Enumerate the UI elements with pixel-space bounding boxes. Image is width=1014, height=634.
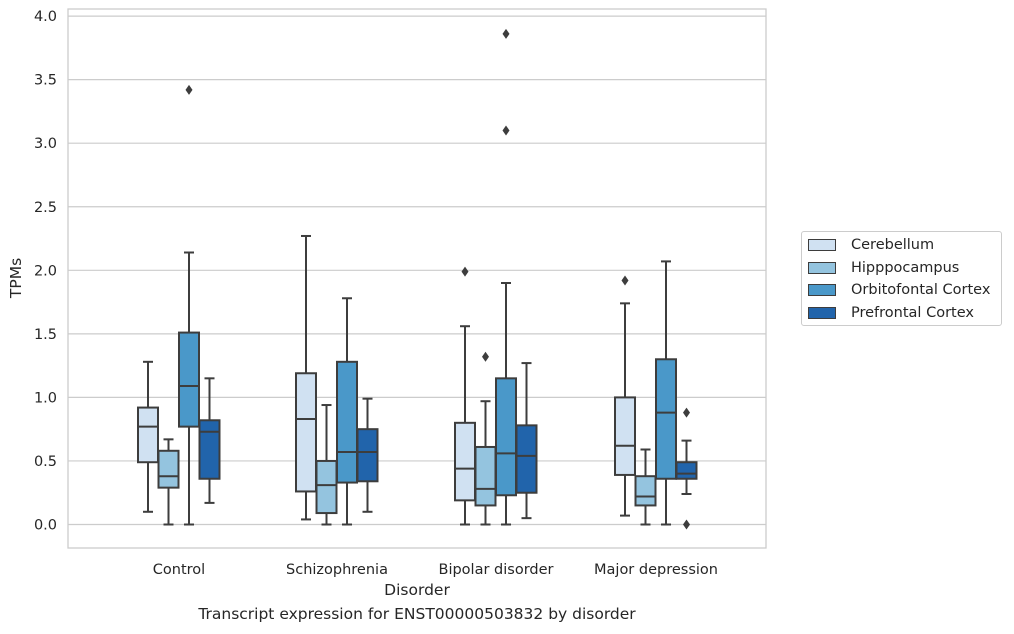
- x-axis-label: Disorder: [384, 581, 450, 599]
- box: [356, 428, 379, 483]
- legend-item-cerebellum: Cerebellum: [808, 235, 934, 255]
- outlier-point: [482, 351, 489, 362]
- box-group: [655, 260, 677, 526]
- box: [157, 449, 180, 489]
- box: [634, 475, 657, 507]
- y-tick-label: 1.0: [34, 390, 57, 406]
- legend-swatch-orbitofrontal: [808, 284, 836, 296]
- legend-item-orbitofrontal: Orbitofontal Cortex: [808, 280, 990, 300]
- legend-item-prefrontal: Prefrontal Cortex: [808, 303, 974, 323]
- box-group: [178, 84, 200, 526]
- box-group: [315, 404, 338, 526]
- y-tick-label: 2.5: [34, 200, 57, 216]
- legend-swatch-prefrontal: [808, 307, 836, 319]
- box-group: [634, 448, 657, 526]
- box-group: [198, 377, 221, 504]
- x-axis-ticks: Control Schizophrenia Bipolar disorder Majo…: [153, 562, 718, 578]
- legend-item-hippocampus: Hipppocampus: [808, 258, 959, 278]
- outlier-point: [461, 266, 469, 277]
- y-tick-label: 3.0: [34, 136, 57, 152]
- box-group: [137, 360, 159, 513]
- box: [295, 372, 317, 493]
- box: [495, 377, 517, 497]
- box-group: [474, 351, 497, 526]
- y-tick-label: 3.5: [34, 73, 57, 89]
- box: [515, 424, 538, 494]
- box: [655, 358, 677, 480]
- boxes: [137, 28, 698, 530]
- chart-caption: Transcript expression for ENST0000050383…: [198, 605, 636, 623]
- box-group: [295, 234, 317, 521]
- legend-label-cerebellum: Cerebellum: [851, 237, 935, 253]
- box: [474, 445, 497, 507]
- box: [178, 331, 200, 428]
- x-tick-label: Control: [153, 562, 205, 578]
- box: [454, 421, 476, 502]
- x-tick-label: Major depression: [594, 562, 718, 578]
- box-group: [495, 28, 517, 526]
- box-group: [336, 297, 358, 526]
- legend: Cerebellum Hipppocampus Orbitofontal Cor…: [801, 231, 1002, 326]
- box: [198, 419, 221, 480]
- outlier-point: [185, 84, 193, 95]
- plot-frame: [67, 8, 767, 549]
- y-tick-label: 2.0: [34, 263, 57, 279]
- y-tick-label: 0.5: [34, 454, 57, 470]
- outlier-point: [502, 125, 510, 136]
- legend-label-orbitofrontal: Orbitofontal Cortex: [851, 282, 991, 298]
- y-tick-label: 4.0: [34, 9, 57, 25]
- y-tick-label: 1.5: [34, 327, 57, 343]
- legend-label-hippocampus: Hipppocampus: [851, 260, 960, 276]
- outlier-point: [683, 519, 690, 530]
- y-tick-label: 0.0: [34, 518, 57, 534]
- outlier-point: [502, 28, 510, 39]
- box-group: [356, 397, 379, 513]
- box-group: [157, 438, 180, 526]
- box-group: [614, 275, 636, 517]
- x-tick-label: Bipolar disorder: [439, 562, 554, 578]
- box: [315, 459, 338, 515]
- x-tick-label: Schizophrenia: [286, 562, 388, 578]
- legend-swatch-hippocampus: [808, 262, 836, 274]
- outlier-point: [621, 275, 629, 286]
- legend-swatch-cerebellum: [808, 239, 836, 251]
- y-axis-ticks: 0.0 0.5 1.0 1.5 2.0 2.5 3.0 3.5 4.0: [34, 9, 57, 533]
- y-axis-label: TPMs: [7, 258, 25, 299]
- box: [614, 396, 636, 476]
- box-group: [515, 362, 538, 520]
- box: [336, 360, 358, 484]
- box-group: [454, 266, 476, 526]
- outlier-point: [683, 407, 690, 418]
- box: [675, 461, 698, 480]
- box: [137, 406, 159, 464]
- box-group: [675, 407, 698, 530]
- legend-label-prefrontal: Prefrontal Cortex: [851, 305, 974, 321]
